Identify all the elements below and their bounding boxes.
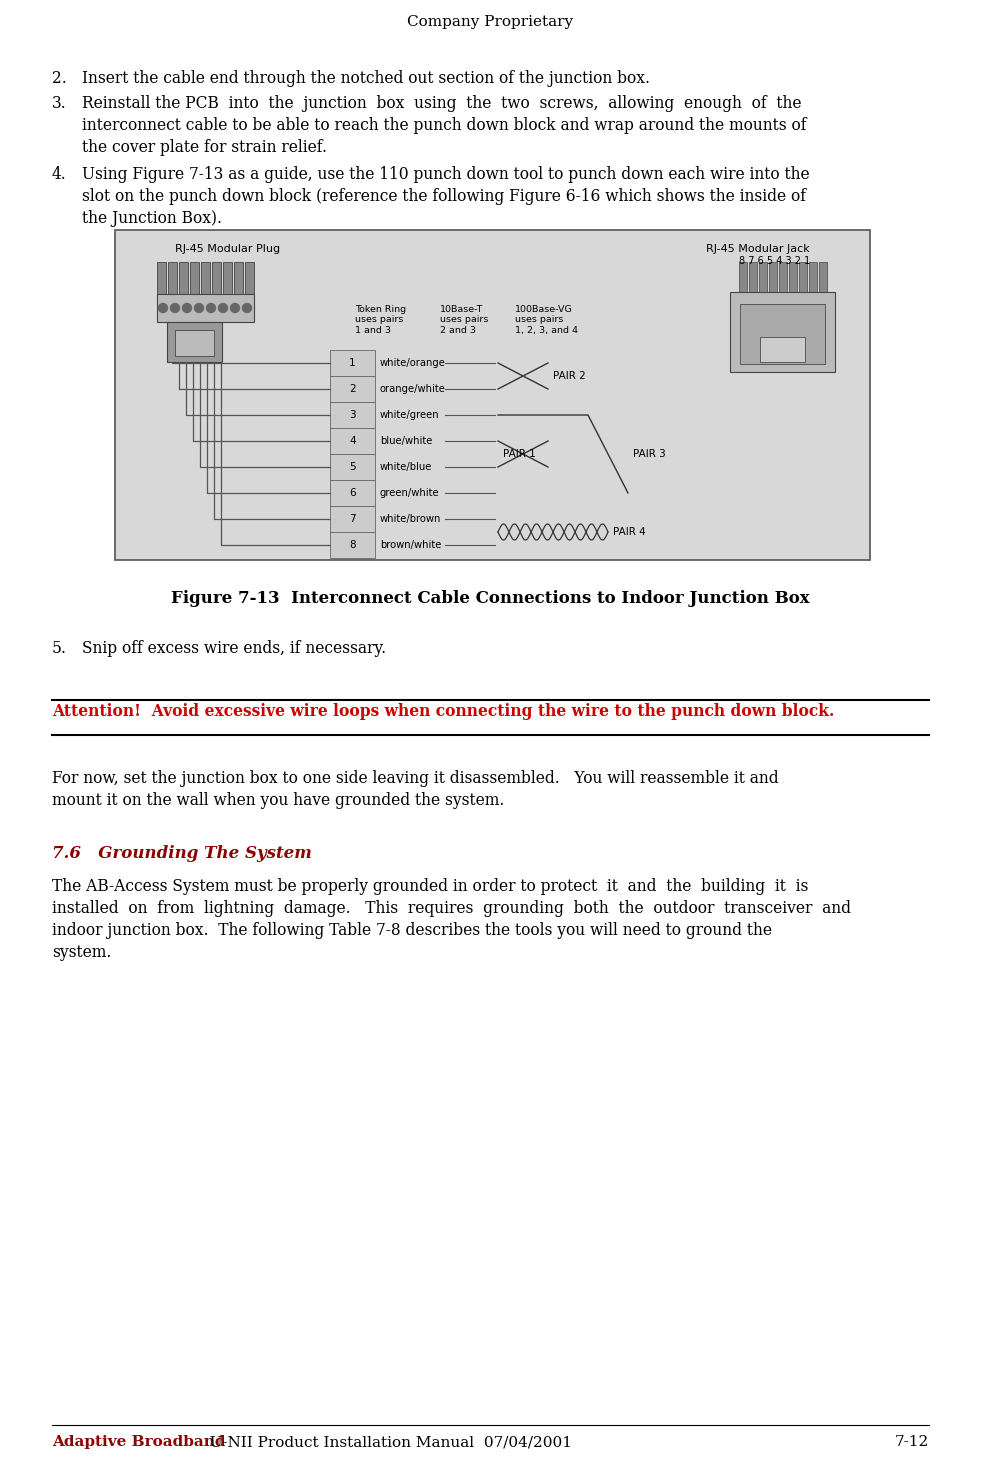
Text: 7.6   Grounding The System: 7.6 Grounding The System xyxy=(52,845,312,861)
Circle shape xyxy=(242,303,251,312)
Text: Company Proprietary: Company Proprietary xyxy=(407,15,573,29)
Bar xyxy=(330,350,375,377)
Text: slot on the punch down block (reference the following Figure 6-16 which shows th: slot on the punch down block (reference … xyxy=(82,188,806,205)
Text: PAIR 1: PAIR 1 xyxy=(503,448,536,459)
Bar xyxy=(808,262,816,292)
Bar xyxy=(789,262,797,292)
Text: Attention!  Avoid excessive wire loops when connecting the wire to the punch dow: Attention! Avoid excessive wire loops wh… xyxy=(52,703,835,719)
Text: Snip off excess wire ends, if necessary.: Snip off excess wire ends, if necessary. xyxy=(82,640,387,656)
Bar xyxy=(179,262,188,294)
Text: Figure 7-13  Interconnect Cable Connections to Indoor Junction Box: Figure 7-13 Interconnect Cable Connectio… xyxy=(171,590,809,607)
Text: 5: 5 xyxy=(349,461,356,472)
Bar xyxy=(175,330,214,356)
Circle shape xyxy=(182,303,191,312)
Bar xyxy=(330,481,375,505)
Text: indoor junction box.  The following Table 7-8 describes the tools you will need : indoor junction box. The following Table… xyxy=(52,921,772,939)
Bar xyxy=(739,262,747,292)
Text: 4.: 4. xyxy=(52,166,67,183)
Text: Reinstall the PCB  into  the  junction  box  using  the  two  screws,  allowing : Reinstall the PCB into the junction box … xyxy=(82,95,801,111)
Text: brown/white: brown/white xyxy=(380,541,441,549)
Text: interconnect cable to be able to reach the punch down block and wrap around the : interconnect cable to be able to reach t… xyxy=(82,117,806,133)
Text: 2: 2 xyxy=(349,384,356,394)
Text: 2.: 2. xyxy=(52,70,67,86)
Text: 3.: 3. xyxy=(52,95,67,111)
Text: Adaptive Broadband: Adaptive Broadband xyxy=(52,1436,226,1449)
Text: 6: 6 xyxy=(349,488,356,498)
Text: Using Figure 7-13 as a guide, use the 110 punch down tool to punch down each wir: Using Figure 7-13 as a guide, use the 11… xyxy=(82,166,809,183)
Text: mount it on the wall when you have grounded the system.: mount it on the wall when you have groun… xyxy=(52,793,504,809)
Text: system.: system. xyxy=(52,943,112,961)
Bar xyxy=(768,262,777,292)
Text: 4: 4 xyxy=(349,437,356,445)
Text: green/white: green/white xyxy=(380,488,439,498)
Bar xyxy=(157,294,254,322)
Text: RJ-45 Modular Jack: RJ-45 Modular Jack xyxy=(706,245,810,253)
Circle shape xyxy=(219,303,228,312)
Bar xyxy=(212,262,221,294)
Bar xyxy=(799,262,806,292)
Text: U-NII Product Installation Manual  07/04/2001: U-NII Product Installation Manual 07/04/… xyxy=(200,1436,572,1449)
Bar xyxy=(245,262,254,294)
Text: orange/white: orange/white xyxy=(380,384,446,394)
Text: PAIR 4: PAIR 4 xyxy=(613,527,645,538)
Bar xyxy=(330,401,375,428)
Circle shape xyxy=(231,303,239,312)
Circle shape xyxy=(194,303,203,312)
Text: blue/white: blue/white xyxy=(380,437,433,445)
Text: the Junction Box).: the Junction Box). xyxy=(82,209,222,227)
Text: white/blue: white/blue xyxy=(380,461,433,472)
Bar xyxy=(779,262,787,292)
Text: 8 7 6 5 4 3 2 1: 8 7 6 5 4 3 2 1 xyxy=(739,256,810,267)
Bar xyxy=(223,262,232,294)
Text: the cover plate for strain relief.: the cover plate for strain relief. xyxy=(82,139,327,155)
Text: For now, set the junction box to one side leaving it disassembled.   You will re: For now, set the junction box to one sid… xyxy=(52,771,779,787)
Text: Token Ring
uses pairs
1 and 3: Token Ring uses pairs 1 and 3 xyxy=(355,305,406,335)
Circle shape xyxy=(159,303,168,312)
Bar xyxy=(740,305,825,363)
Text: white/orange: white/orange xyxy=(380,357,446,368)
Bar xyxy=(234,262,243,294)
Text: 10Base-T
uses pairs
2 and 3: 10Base-T uses pairs 2 and 3 xyxy=(440,305,489,335)
Bar xyxy=(330,377,375,401)
Text: white/green: white/green xyxy=(380,410,439,420)
Text: 100Base-VG
uses pairs
1, 2, 3, and 4: 100Base-VG uses pairs 1, 2, 3, and 4 xyxy=(515,305,578,335)
Text: 1: 1 xyxy=(349,357,356,368)
Bar xyxy=(760,337,805,362)
Bar xyxy=(167,322,222,362)
Bar xyxy=(330,505,375,532)
Text: installed  on  from  lightning  damage.   This  requires  grounding  both  the  : installed on from lightning damage. This… xyxy=(52,900,851,917)
Text: 8: 8 xyxy=(349,541,356,549)
Text: Insert the cable end through the notched out section of the junction box.: Insert the cable end through the notched… xyxy=(82,70,650,86)
Text: 7: 7 xyxy=(349,514,356,524)
Bar xyxy=(157,262,166,294)
Text: RJ-45 Modular Plug: RJ-45 Modular Plug xyxy=(175,245,281,253)
Text: 5.: 5. xyxy=(52,640,67,656)
Bar xyxy=(330,532,375,558)
Bar xyxy=(758,262,766,292)
Bar xyxy=(115,230,870,560)
Text: white/brown: white/brown xyxy=(380,514,441,524)
Text: 3: 3 xyxy=(349,410,356,420)
Bar xyxy=(818,262,827,292)
Text: 7-12: 7-12 xyxy=(895,1436,929,1449)
Bar xyxy=(749,262,756,292)
Text: PAIR 3: PAIR 3 xyxy=(633,448,666,459)
Circle shape xyxy=(171,303,180,312)
Text: The AB-Access System must be properly grounded in order to protect  it  and  the: The AB-Access System must be properly gr… xyxy=(52,878,808,895)
Bar xyxy=(190,262,199,294)
Bar xyxy=(168,262,177,294)
Bar xyxy=(201,262,210,294)
Circle shape xyxy=(206,303,216,312)
Bar xyxy=(330,454,375,481)
Bar xyxy=(330,428,375,454)
Bar xyxy=(730,292,835,372)
Text: PAIR 2: PAIR 2 xyxy=(553,371,586,381)
